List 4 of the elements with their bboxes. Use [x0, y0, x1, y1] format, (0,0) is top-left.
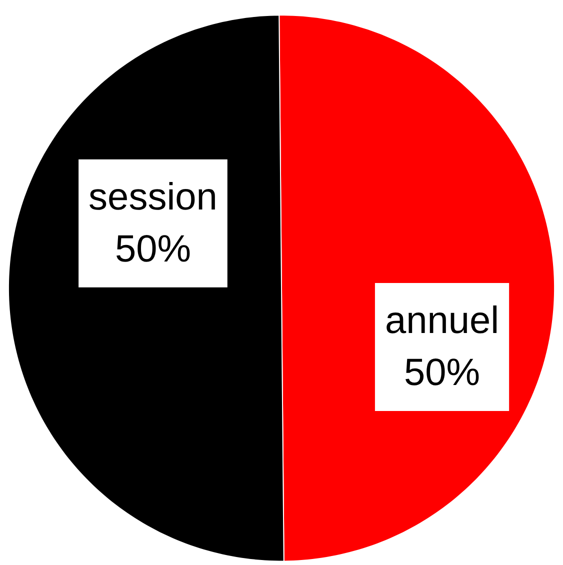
data-label: 50%: [404, 352, 480, 394]
slice-label: annuel: [384, 300, 500, 342]
data-label: 50%: [114, 228, 192, 270]
slice-label: session: [88, 176, 218, 218]
